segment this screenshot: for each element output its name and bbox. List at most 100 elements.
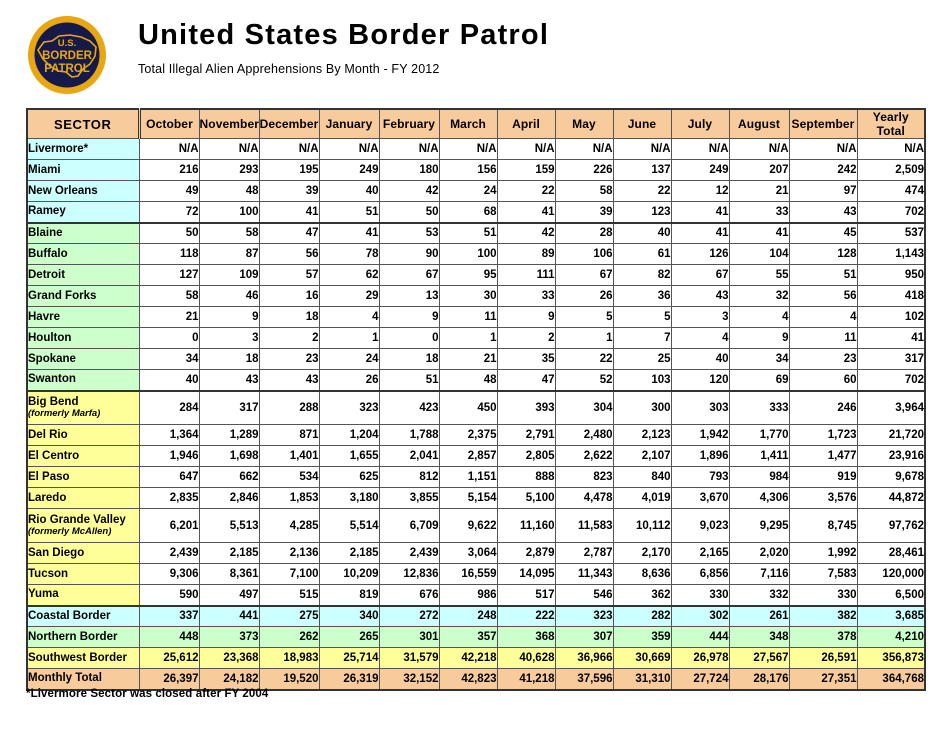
- cell-tucson-february: 12,836: [378, 563, 440, 585]
- summary-cell-northern-border-october: 448: [138, 626, 200, 648]
- cell-rio-grande-valley-november: 5,513: [198, 508, 260, 543]
- sector-name: Ramey: [28, 205, 66, 218]
- cell-livermore-may: N/A: [554, 138, 614, 160]
- svg-text:PATROL: PATROL: [44, 63, 90, 75]
- summary-cell-coastal-border-may: 323: [554, 604, 614, 627]
- cell-big-bend-november: 317: [198, 389, 260, 425]
- cell-el-paso-june: 840: [612, 466, 672, 488]
- cell-new-orleans-yearly-total: 474: [856, 180, 926, 202]
- cell-ramey-yearly-total: 702: [856, 201, 926, 223]
- cell-el-centro-june: 2,107: [612, 445, 672, 467]
- cell-big-bend-february: 423: [378, 389, 440, 425]
- cell-rio-grande-valley-april: 11,160: [496, 508, 556, 543]
- sector-label-blaine: Blaine: [26, 221, 140, 244]
- cell-rio-grande-valley-yearly-total: 97,762: [856, 508, 926, 543]
- table-row: El Paso 647 662 534 625 812 1,151 888 823 840 793 9…: [26, 466, 926, 488]
- sector-label-detroit: Detroit: [26, 264, 140, 286]
- cell-livermore-yearly-total: N/A: [856, 138, 926, 160]
- cell-yuma-november: 497: [198, 584, 260, 606]
- column-header-january: January: [318, 108, 380, 139]
- cell-swanton-december: 43: [258, 369, 320, 391]
- cell-tucson-april: 14,095: [496, 563, 556, 585]
- cell-detroit-august: 55: [728, 264, 790, 286]
- cell-san-diego-march: 3,064: [438, 542, 498, 564]
- apprehensions-table: SECTOR October November December January…: [26, 108, 926, 691]
- cell-spokane-april: 35: [496, 348, 556, 370]
- cell-laredo-may: 4,478: [554, 487, 614, 509]
- summary-cell-northern-border-may: 307: [554, 626, 614, 648]
- cell-del-rio-june: 2,123: [612, 424, 672, 446]
- summary-cell-monthly-total-february: 32,152: [378, 668, 440, 690]
- cell-detroit-april: 111: [496, 264, 556, 286]
- cell-livermore-june: N/A: [612, 138, 672, 160]
- cell-blaine-october: 50: [138, 221, 200, 244]
- sector-label-livermore: Livermore*: [26, 138, 140, 160]
- cell-rio-grande-valley-january: 5,514: [318, 508, 380, 543]
- cell-detroit-march: 95: [438, 264, 498, 286]
- summary-cell-southwest-border-may: 36,966: [554, 647, 614, 669]
- cell-el-paso-march: 1,151: [438, 466, 498, 488]
- cell-el-centro-july: 1,896: [670, 445, 730, 467]
- cell-tucson-november: 8,361: [198, 563, 260, 585]
- summary-cell-southwest-border-april: 40,628: [496, 647, 556, 669]
- cell-el-paso-september: 919: [788, 466, 858, 488]
- sector-name: Rio Grande Valley: [28, 514, 126, 526]
- cell-new-orleans-november: 48: [198, 180, 260, 202]
- cell-buffalo-february: 90: [378, 243, 440, 265]
- sector-label-laredo: Laredo: [26, 487, 140, 509]
- sector-name: Yuma: [28, 588, 59, 601]
- sector-label-spokane: Spokane: [26, 348, 140, 370]
- cell-grand-forks-august: 32: [728, 285, 790, 307]
- summary-cell-coastal-border-yearly-total: 3,685: [856, 604, 926, 627]
- summary-cell-southwest-border-november: 23,368: [198, 647, 260, 669]
- summary-cell-southwest-border-august: 27,567: [728, 647, 790, 669]
- cell-new-orleans-october: 49: [138, 180, 200, 202]
- cell-del-rio-february: 1,788: [378, 424, 440, 446]
- cell-blaine-february: 53: [378, 221, 440, 244]
- table-row: Havre 21 9 18 4 9 11 9 5 5 3 4 4 102: [26, 306, 926, 328]
- cell-swanton-yearly-total: 702: [856, 369, 926, 391]
- cell-del-rio-august: 1,770: [728, 424, 790, 446]
- summary-cell-southwest-border-september: 26,591: [788, 647, 858, 669]
- summary-cell-monthly-total-september: 27,351: [788, 668, 858, 690]
- cell-new-orleans-april: 22: [496, 180, 556, 202]
- cell-del-rio-october: 1,364: [138, 424, 200, 446]
- cell-laredo-january: 3,180: [318, 487, 380, 509]
- cell-miami-yearly-total: 2,509: [856, 159, 926, 181]
- cell-ramey-june: 123: [612, 201, 672, 223]
- summary-cell-southwest-border-march: 42,218: [438, 647, 498, 669]
- cell-miami-november: 293: [198, 159, 260, 181]
- cell-yuma-january: 819: [318, 584, 380, 606]
- table-row: Houlton 0 3 2 1 0 1 2 1 7 4 9 11 41: [26, 327, 926, 349]
- summary-cell-southwest-border-june: 30,669: [612, 647, 672, 669]
- cell-miami-june: 137: [612, 159, 672, 181]
- summary-cell-coastal-border-july: 302: [670, 604, 730, 627]
- cell-yuma-march: 986: [438, 584, 498, 606]
- sector-label-new-orleans: New Orleans: [26, 180, 140, 202]
- table-row: Big Bend (formerly Marfa) 284 317 288 323 423 4…: [26, 389, 926, 425]
- cell-tucson-october: 9,306: [138, 563, 200, 585]
- cell-detroit-december: 57: [258, 264, 320, 286]
- summary-cell-monthly-total-november: 24,182: [198, 668, 260, 690]
- cell-ramey-october: 72: [138, 201, 200, 223]
- cell-spokane-january: 24: [318, 348, 380, 370]
- summary-cell-southwest-border-december: 18,983: [258, 647, 320, 669]
- cell-spokane-yearly-total: 317: [856, 348, 926, 370]
- cell-swanton-november: 43: [198, 369, 260, 391]
- cell-houlton-april: 2: [496, 327, 556, 349]
- cell-tucson-june: 8,636: [612, 563, 672, 585]
- cell-livermore-august: N/A: [728, 138, 790, 160]
- summary-cell-northern-border-december: 262: [258, 626, 320, 648]
- sector-label-big-bend: Big Bend (formerly Marfa): [26, 389, 140, 425]
- sector-label-miami: Miami: [26, 159, 140, 181]
- cell-san-diego-december: 2,136: [258, 542, 320, 564]
- cell-houlton-march: 1: [438, 327, 498, 349]
- cell-big-bend-december: 288: [258, 389, 320, 425]
- cell-miami-october: 216: [138, 159, 200, 181]
- summary-label-monthly-total: Monthly Total: [26, 668, 140, 690]
- us-border-patrol-seal-icon: U.S. BORDER PATROL: [26, 14, 108, 96]
- cell-el-centro-january: 1,655: [318, 445, 380, 467]
- cell-miami-april: 159: [496, 159, 556, 181]
- cell-buffalo-may: 106: [554, 243, 614, 265]
